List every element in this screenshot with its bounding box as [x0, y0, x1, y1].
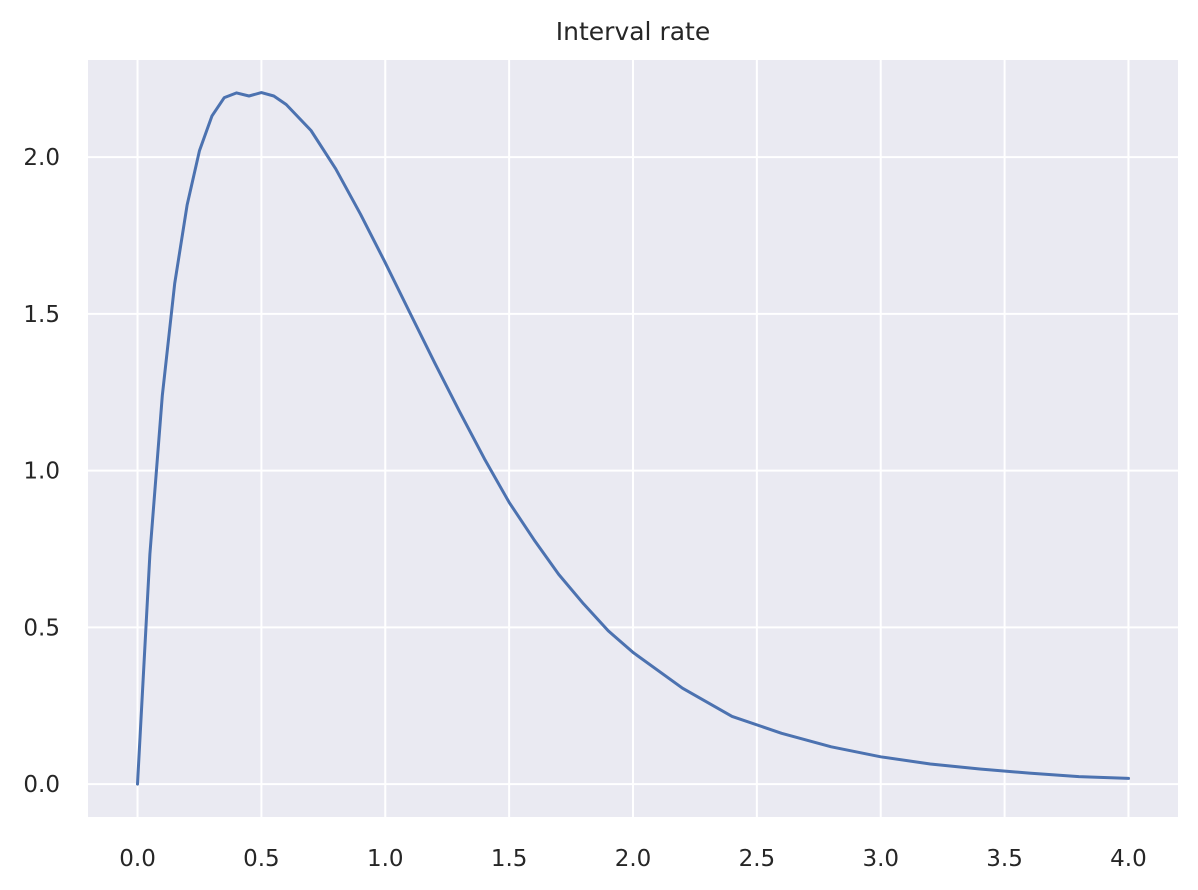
x-tick-label: 2.0: [615, 846, 652, 872]
y-tick-labels: 0.0 0.5 1.0 1.5 2.0: [23, 145, 60, 798]
y-tick-label: 1.5: [23, 302, 60, 328]
x-tick-label: 2.5: [739, 846, 776, 872]
series-layer: [136, 91, 1130, 786]
grid-layer: [88, 60, 1178, 817]
x-tick-label: 1.0: [367, 846, 404, 872]
x-tick-label: 1.5: [491, 846, 528, 872]
series-line: [136, 91, 1130, 786]
chart-title: Interval rate: [556, 17, 710, 46]
x-tick-label: 0.5: [243, 846, 280, 872]
x-tick-label: 3.5: [986, 846, 1023, 872]
x-tick-label: 0.0: [119, 846, 156, 872]
x-tick-label: 4.0: [1110, 846, 1147, 872]
y-tick-label: 0.0: [23, 772, 60, 798]
y-tick-label: 1.0: [23, 459, 60, 485]
x-tick-label: 3.0: [862, 846, 899, 872]
x-tick-labels: 0.0 0.5 1.0 1.5 2.0 2.5 3.0 3.5 4.0: [119, 846, 1146, 872]
y-tick-label: 2.0: [23, 145, 60, 171]
y-tick-label: 0.5: [23, 615, 60, 641]
